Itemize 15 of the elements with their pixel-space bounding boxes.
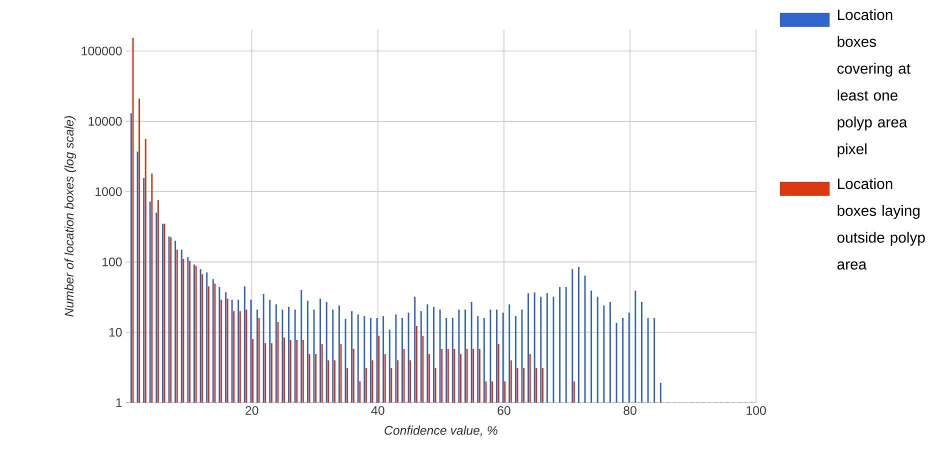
- x-tick-label: 60: [498, 406, 510, 415]
- x-axis-title: Confidence value, %: [384, 426, 498, 436]
- legend-label: Location boxes laying outside polyp area: [837, 178, 925, 270]
- y-axis-title: Number of location boxes (log scale): [64, 116, 76, 317]
- x-tick-label: 20: [246, 406, 258, 415]
- legend-label: Location boxes covering at least one polyp area pixel: [837, 9, 910, 158]
- x-tick-label: 40: [371, 406, 384, 415]
- y-tick-label: 1000: [96, 187, 122, 196]
- y-tick-label: 100: [102, 257, 122, 266]
- y-tick-label: 10: [109, 328, 122, 337]
- y-tick-label: 1: [116, 398, 122, 407]
- x-tick-label: 100: [746, 406, 766, 415]
- y-tick-label: 100000: [82, 46, 122, 56]
- x-tick-label: 80: [624, 406, 636, 415]
- y-tick-label: 10000: [88, 116, 122, 126]
